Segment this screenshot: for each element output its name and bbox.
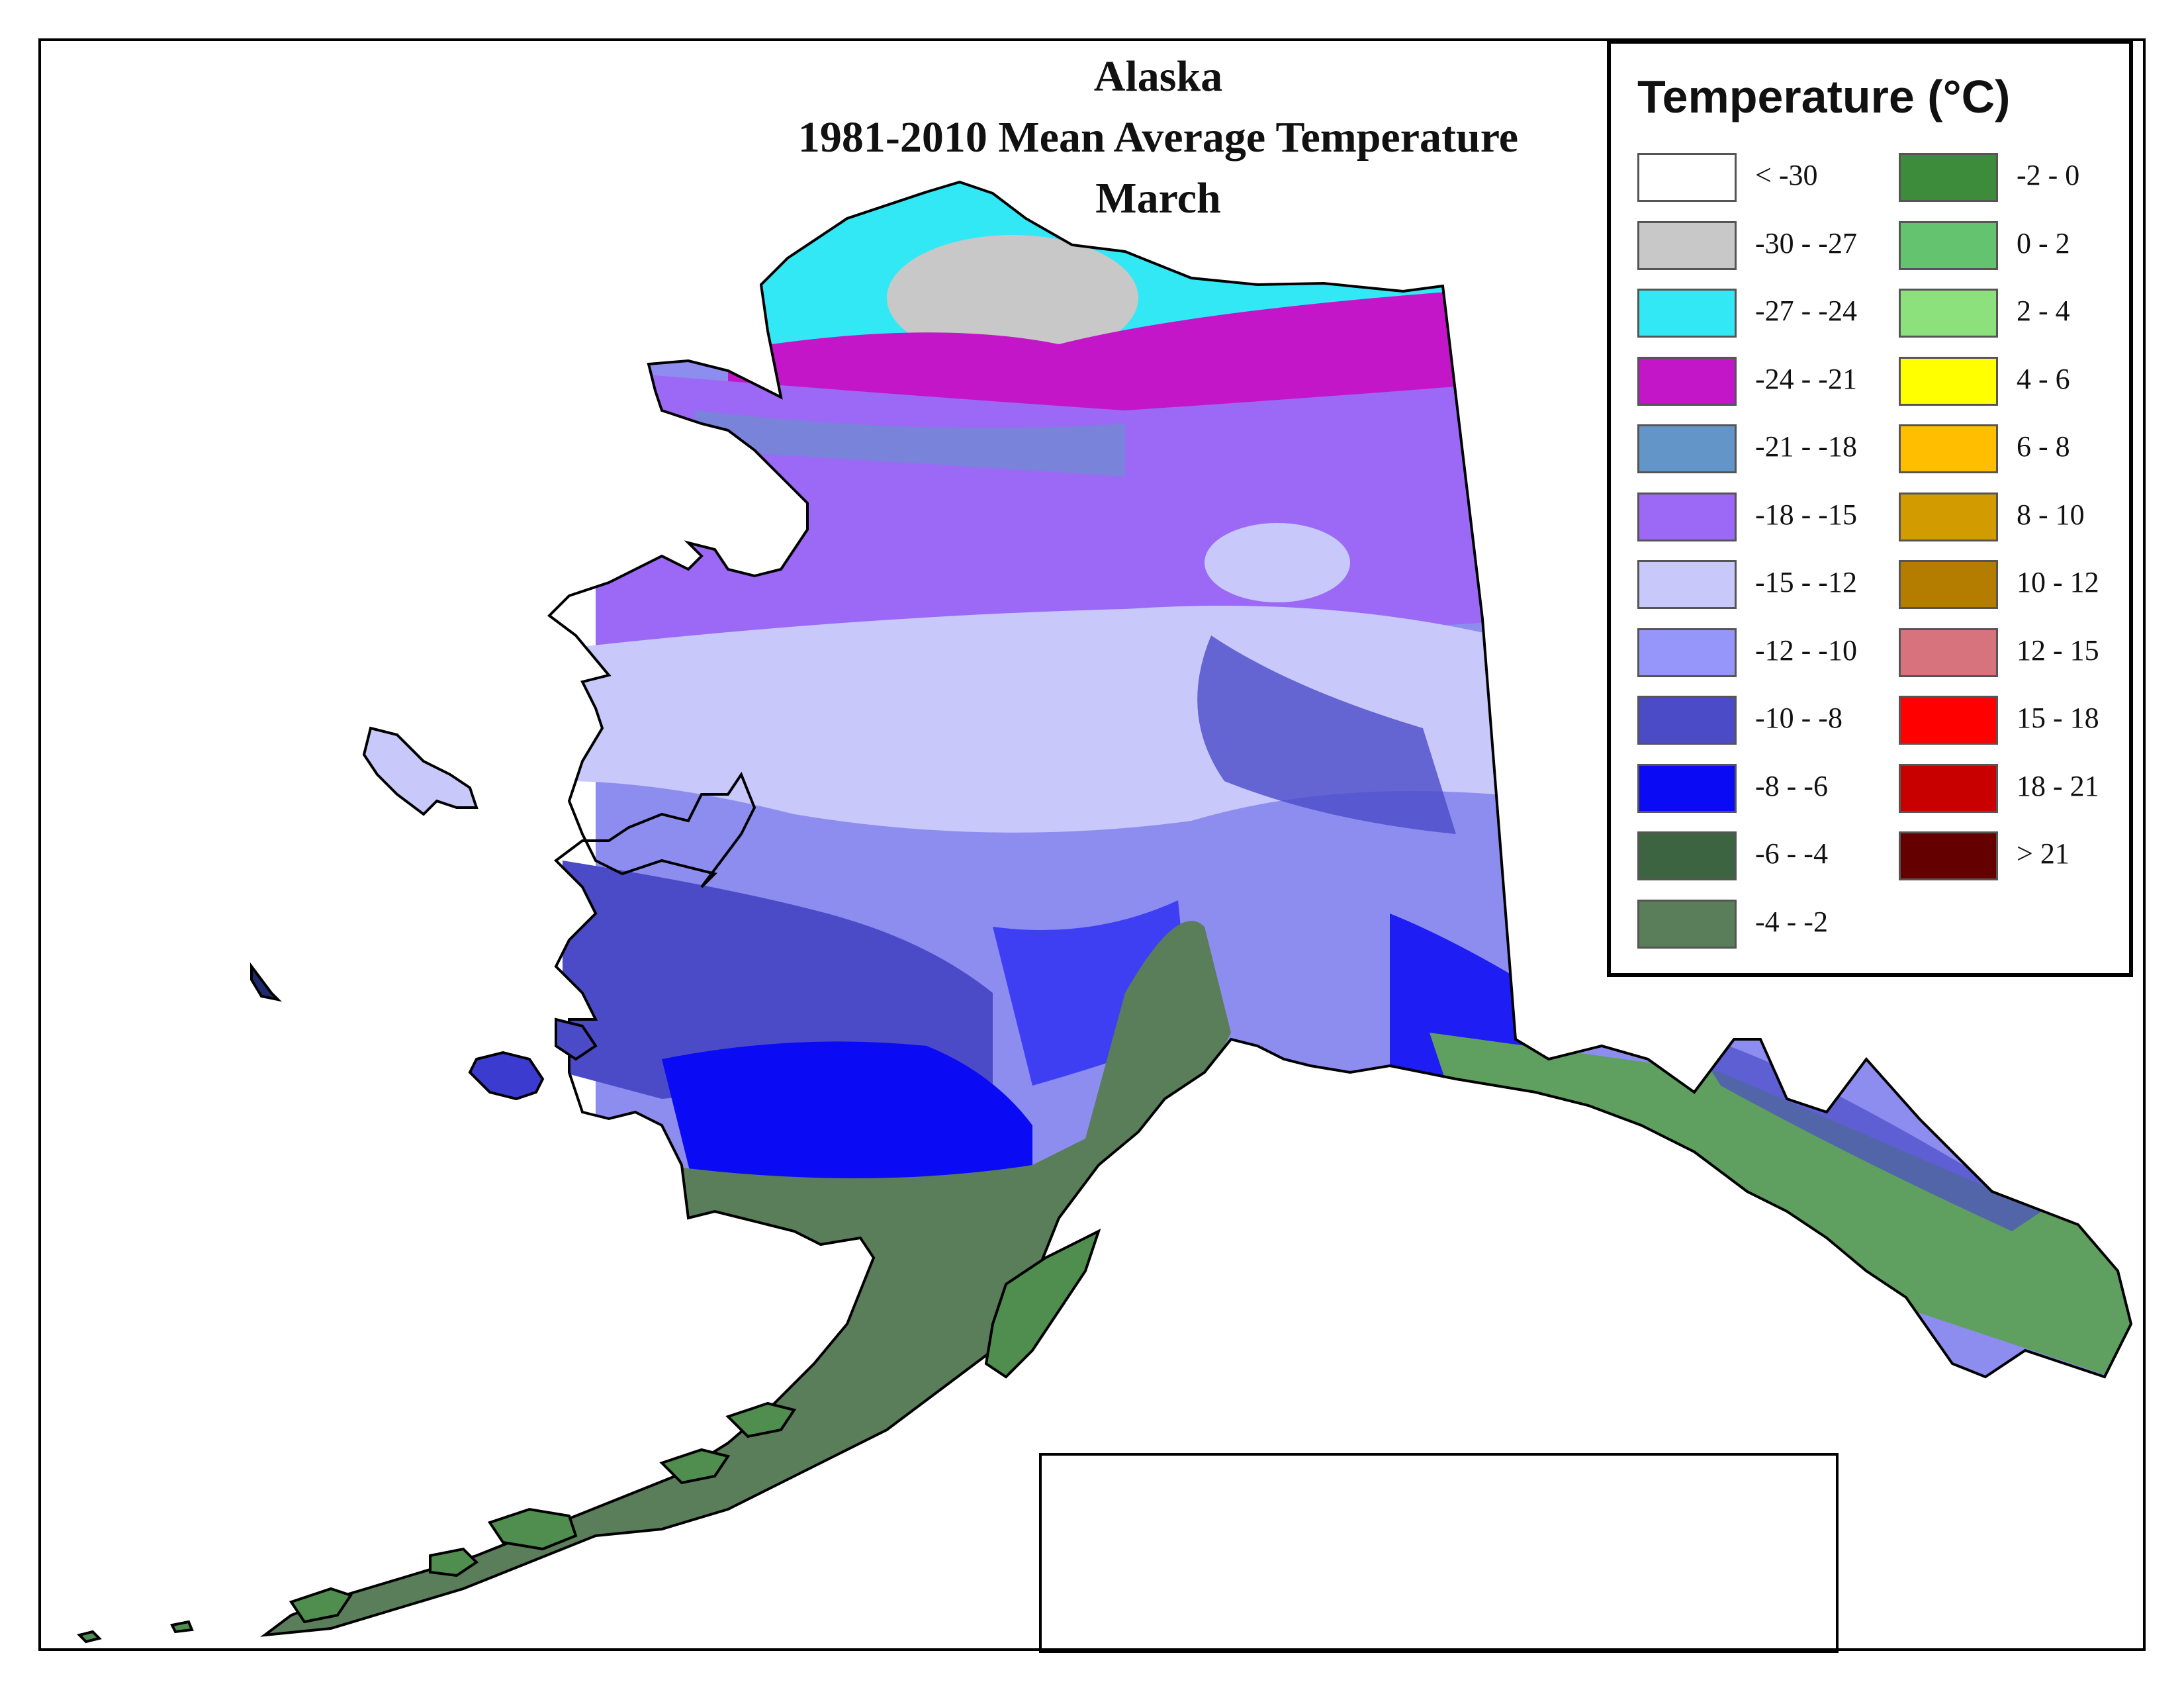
legend-swatch bbox=[1637, 220, 1737, 270]
legend-item: -30 - -27 bbox=[1637, 220, 1876, 273]
legend-title: Temperature (°C) bbox=[1637, 71, 2011, 122]
legend-item: -15 - -12 bbox=[1637, 560, 1876, 612]
legend-label: -10 - -8 bbox=[1755, 702, 1843, 734]
legend-item: 12 - 15 bbox=[1899, 628, 2137, 680]
legend-swatch bbox=[1637, 696, 1737, 745]
legend-label: 8 - 10 bbox=[2017, 498, 2085, 531]
islands bbox=[77, 726, 1101, 1644]
legend-item: -2 - 0 bbox=[1899, 153, 2137, 205]
legend-swatch bbox=[1899, 763, 1998, 813]
legend-label: 2 - 4 bbox=[2017, 295, 2070, 327]
legend-swatch bbox=[1637, 492, 1737, 541]
legend-label: > 21 bbox=[2017, 837, 2070, 870]
legend-item: 2 - 4 bbox=[1899, 289, 2137, 340]
legend-swatch bbox=[1637, 356, 1737, 406]
legend-label: -2 - 0 bbox=[2017, 159, 2080, 191]
legend-item: 10 - 12 bbox=[1899, 560, 2137, 612]
legend-item: 0 - 2 bbox=[1899, 220, 2137, 273]
legend-swatch bbox=[1899, 356, 1998, 406]
legend-label: -30 - -27 bbox=[1755, 226, 1857, 259]
legend-label: 0 - 2 bbox=[2017, 226, 2070, 259]
legend-item: -21 - -18 bbox=[1637, 424, 1876, 476]
legend-swatch bbox=[1899, 424, 1998, 473]
legend-item: -10 - -8 bbox=[1637, 696, 1876, 747]
legend-item: < -30 bbox=[1637, 153, 1876, 205]
legend-label: -12 - -10 bbox=[1755, 633, 1857, 667]
legend-label: -4 - -2 bbox=[1755, 905, 1828, 938]
legend-swatch bbox=[1899, 153, 1998, 202]
legend-item: -24 - -21 bbox=[1637, 356, 1876, 408]
legend-item: > 21 bbox=[1899, 831, 2137, 883]
legend-label: -27 - -24 bbox=[1755, 295, 1857, 327]
legend-item: -18 - -15 bbox=[1637, 492, 1876, 544]
legend-swatch bbox=[1637, 899, 1737, 949]
legend-swatch bbox=[1637, 560, 1737, 609]
legend-item: 6 - 8 bbox=[1899, 424, 2137, 476]
legend-swatch bbox=[1637, 831, 1737, 880]
legend: Temperature (°C) < -30 -30 - -27 -27 - -24… bbox=[1607, 40, 2133, 977]
legend-swatch bbox=[1637, 424, 1737, 473]
legend-label: -6 - -4 bbox=[1755, 837, 1828, 870]
legend-item: 15 - 18 bbox=[1899, 696, 2137, 747]
legend-item: -27 - -24 bbox=[1637, 289, 1876, 340]
legend-label: 4 - 6 bbox=[2017, 362, 2070, 395]
legend-swatch bbox=[1899, 492, 1998, 541]
title-description: 1981-2010 Mean Average Temperature bbox=[797, 113, 1519, 162]
legend-swatch bbox=[1899, 628, 1998, 677]
inset-frame bbox=[1039, 1453, 1839, 1653]
legend-swatch bbox=[1899, 831, 1998, 880]
legend-swatch bbox=[1637, 153, 1737, 202]
legend-swatch bbox=[1637, 628, 1737, 677]
legend-item: -8 - -6 bbox=[1637, 763, 1876, 816]
legend-swatch bbox=[1637, 763, 1737, 813]
legend-label: < -30 bbox=[1755, 159, 1818, 191]
map-title: Alaska 1981-2010 Mean Average Temperatur… bbox=[662, 46, 1655, 229]
legend-item: -4 - -2 bbox=[1637, 899, 1876, 951]
legend-item: -12 - -10 bbox=[1637, 628, 1876, 680]
legend-label: 15 - 18 bbox=[2017, 702, 2099, 734]
legend-label: 18 - 21 bbox=[2017, 769, 2099, 802]
legend-swatch bbox=[1899, 696, 1998, 745]
legend-label: 6 - 8 bbox=[2017, 430, 2070, 463]
legend-swatch bbox=[1637, 289, 1737, 338]
title-month: March bbox=[1095, 174, 1221, 222]
legend-item: -6 - -4 bbox=[1637, 831, 1876, 883]
legend-item: 4 - 6 bbox=[1899, 356, 2137, 408]
legend-item: 18 - 21 bbox=[1899, 763, 2137, 816]
legend-label: 12 - 15 bbox=[2017, 633, 2099, 667]
legend-swatch bbox=[1899, 289, 1998, 338]
legend-swatch bbox=[1899, 220, 1998, 270]
legend-swatch bbox=[1899, 560, 1998, 609]
legend-label: -24 - -21 bbox=[1755, 362, 1857, 395]
title-region: Alaska bbox=[1093, 52, 1223, 101]
legend-label: -21 - -18 bbox=[1755, 430, 1857, 463]
legend-label: -8 - -6 bbox=[1755, 769, 1828, 802]
legend-label: 10 - 12 bbox=[2017, 566, 2099, 598]
legend-label: -15 - -12 bbox=[1755, 566, 1857, 598]
legend-label: -18 - -15 bbox=[1755, 498, 1857, 531]
legend-item: 8 - 10 bbox=[1899, 492, 2137, 544]
